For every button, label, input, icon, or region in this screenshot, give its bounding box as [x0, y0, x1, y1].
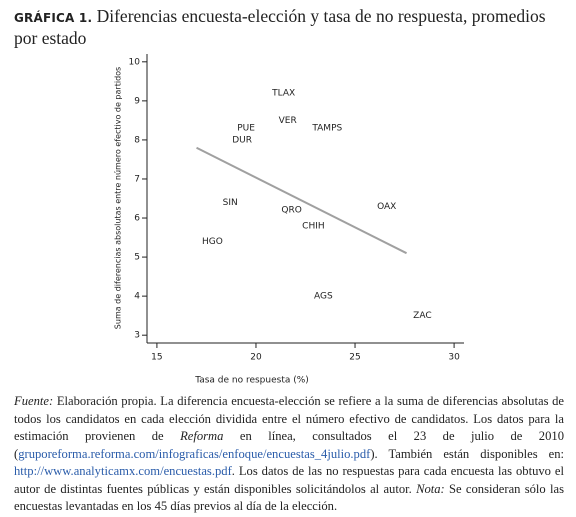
trend-line — [196, 146, 407, 255]
point-label: CHIH — [302, 221, 324, 231]
chart: Tasa de no respuesta (%) Suma de diferen… — [114, 54, 464, 386]
note-segment: Se consideran sólo las encuestas levanta… — [14, 481, 564, 514]
note-segment: Reforma — [180, 429, 224, 443]
point-label: TLAX — [271, 89, 295, 99]
y-tick-label: 10 — [129, 57, 141, 67]
point-label: AGS — [314, 292, 333, 302]
y-tick-label: 6 — [134, 214, 140, 224]
point-label: OAX — [377, 202, 396, 212]
y-axis-label: Suma de diferencias absolutas entre núme… — [114, 67, 123, 329]
figure-label: GRÁFICA 1. — [14, 11, 93, 25]
point-label: QRO — [281, 206, 301, 216]
point-label: PUE — [237, 124, 255, 134]
x-axis-label: Tasa de no respuesta (%) — [194, 376, 309, 386]
source-note: Fuente: Elaboración propia. La diferenci… — [14, 393, 564, 516]
note-segment: . Los datos de las no respuestas para ca… — [14, 464, 564, 496]
point-label: HGO — [202, 237, 223, 247]
note-segment: en línea, consultados el 23 de julio de … — [14, 429, 564, 461]
y-tick-label: 3 — [134, 331, 140, 341]
note-segment: Elaboración propia. La diferencia encues… — [14, 394, 564, 443]
note-segment[interactable]: http://www.analyticamx.com/encuestas.pdf — [14, 464, 232, 478]
title-text: Diferencias encuesta-elección y tasa de … — [14, 6, 546, 48]
point-label: DUR — [232, 135, 252, 145]
y-tick-label: 7 — [134, 174, 140, 184]
note-segment: ). También están disponibles en: — [370, 446, 564, 461]
x-tick-label: 25 — [349, 353, 360, 363]
x-tick-label: 30 — [448, 353, 460, 363]
note-segment: Nota: — [416, 481, 445, 496]
point-label: TAMPS — [311, 124, 342, 134]
y-tick-label: 8 — [134, 135, 140, 145]
y-tick-label: 4 — [134, 292, 140, 302]
note-segment[interactable]: gruporeforma.reforma.com/infograficas/en… — [18, 446, 371, 461]
y-tick-label: 5 — [134, 253, 140, 263]
x-tick-label: 15 — [151, 353, 162, 363]
note-segment: Fuente: — [14, 394, 54, 408]
point-label: SIN — [223, 198, 238, 208]
figure-title: GRÁFICA 1. Diferencias encuesta-elección… — [14, 6, 566, 48]
point-label: ZAC — [413, 311, 431, 321]
point-label: VER — [279, 116, 297, 126]
x-tick-label: 20 — [250, 353, 262, 363]
y-tick-label: 9 — [134, 96, 140, 106]
